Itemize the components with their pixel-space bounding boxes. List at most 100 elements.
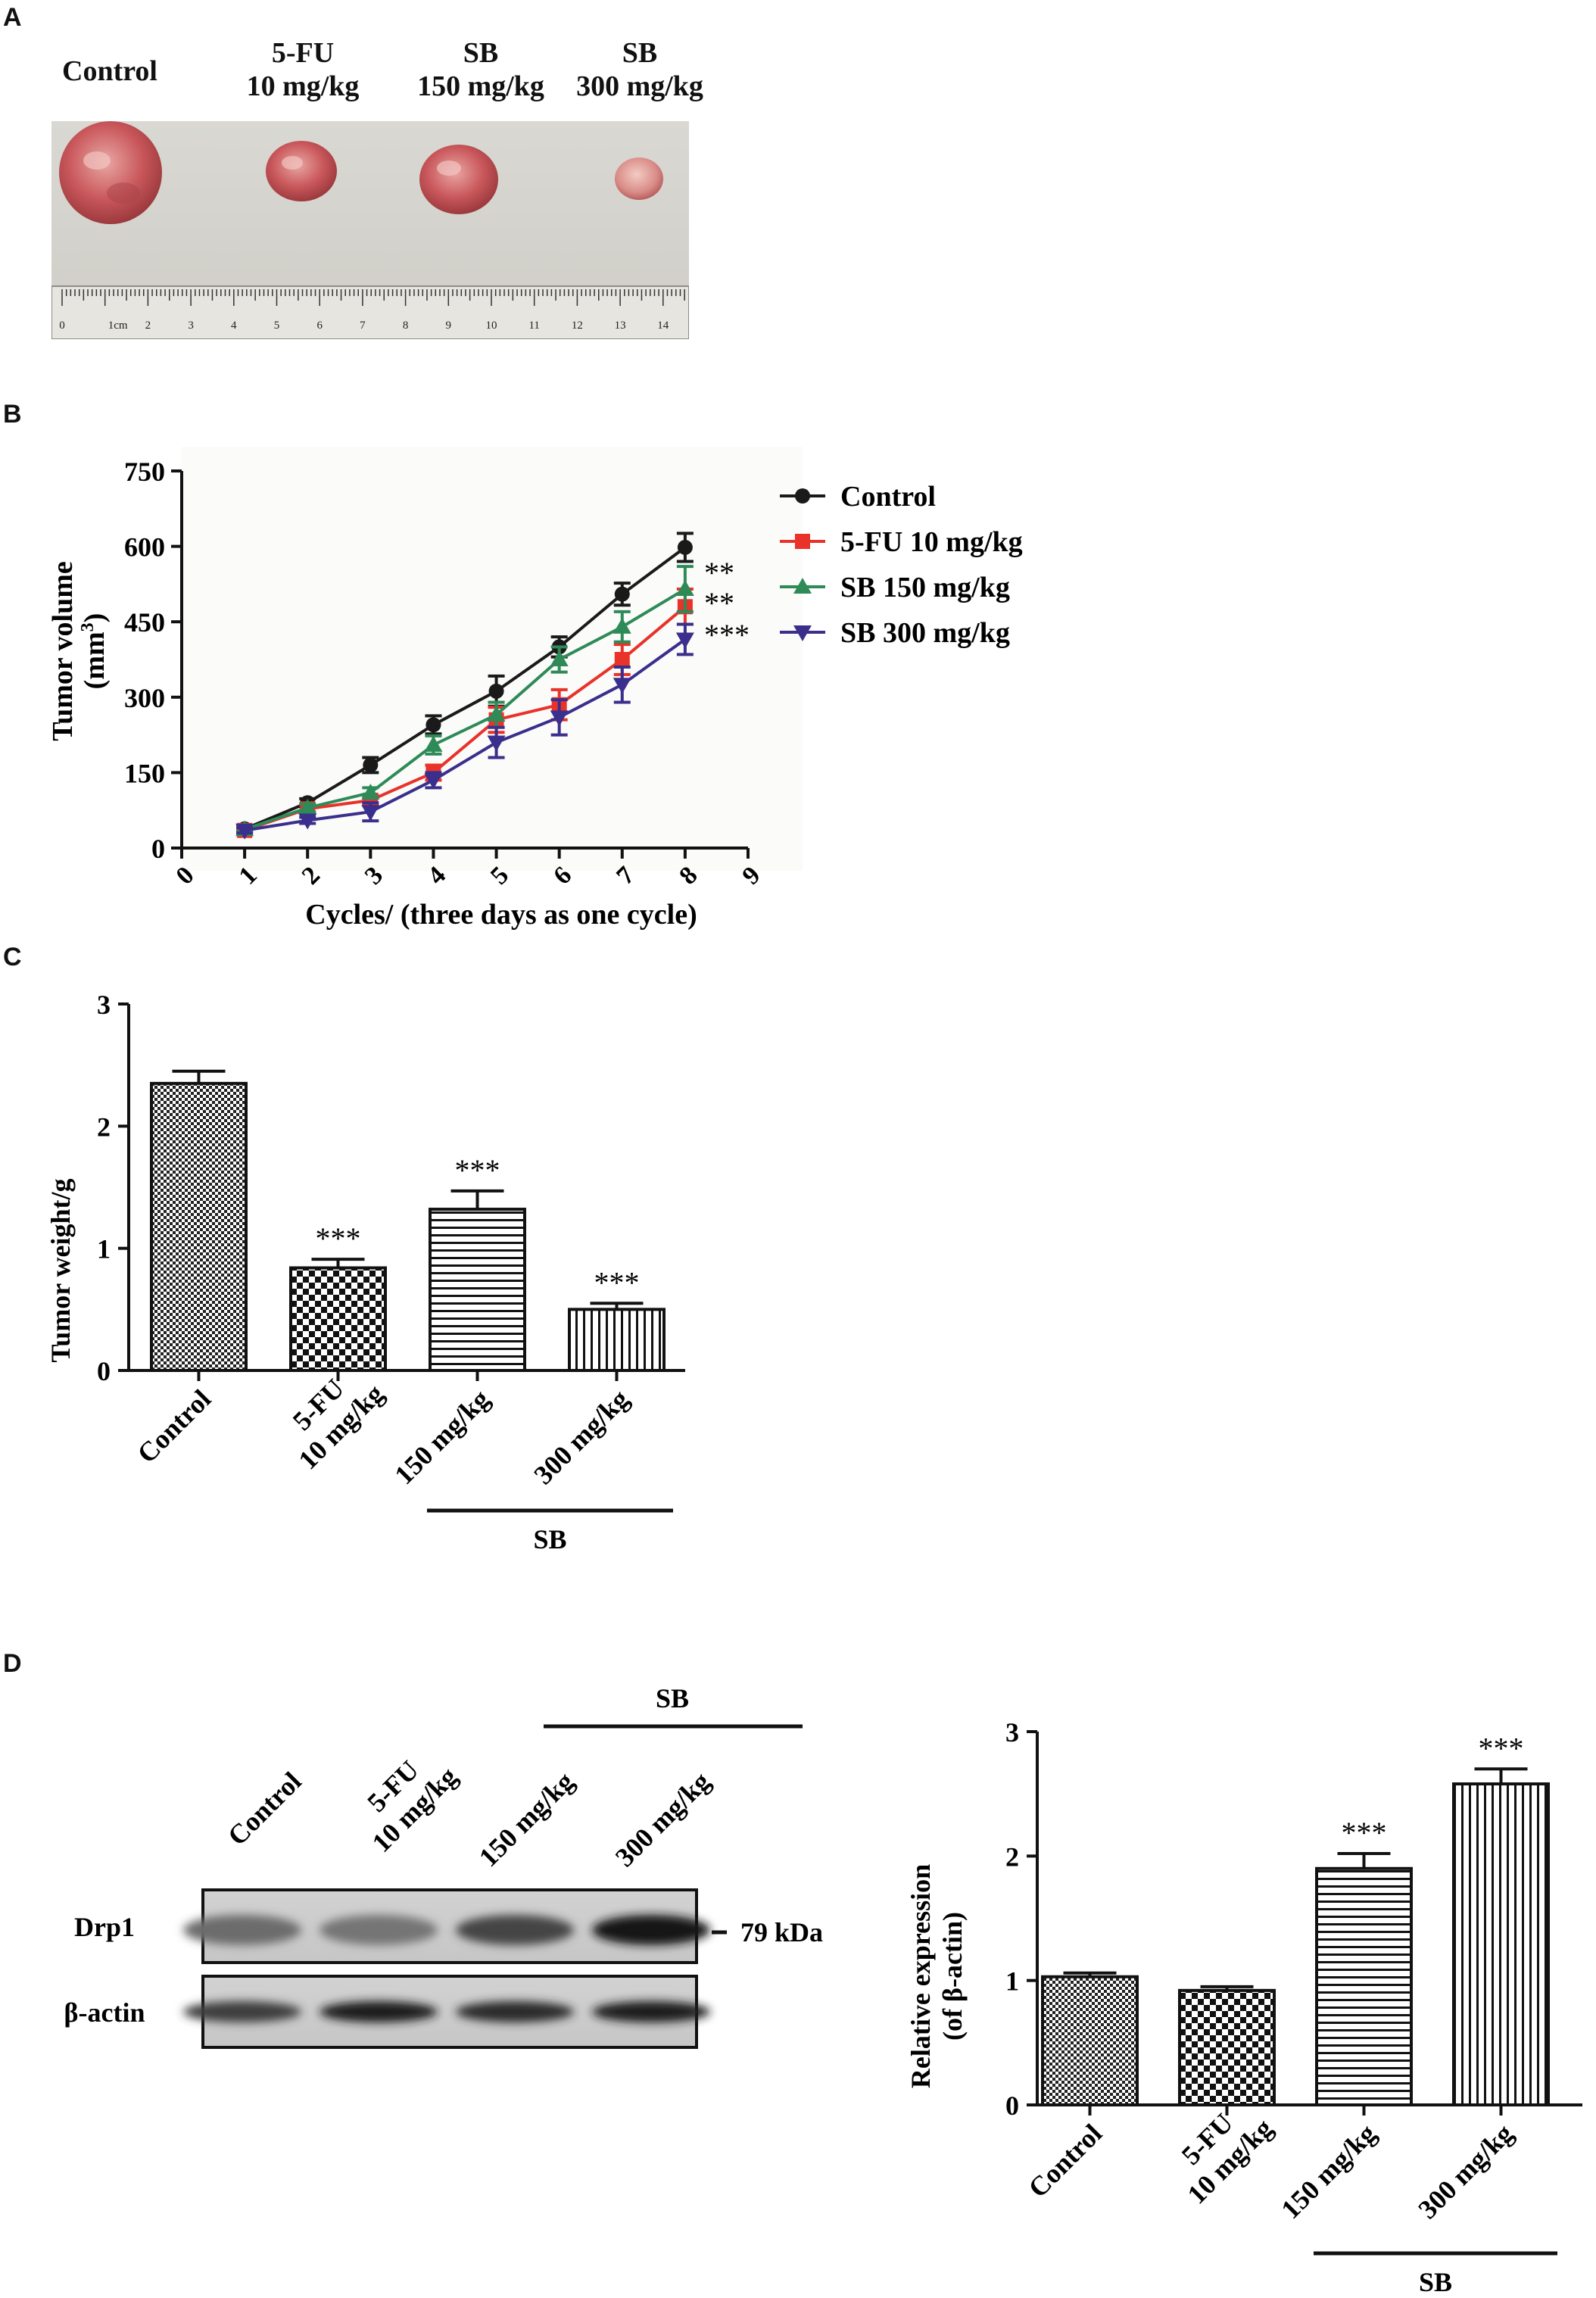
y-axis-label: Tumor weight/g: [45, 1178, 76, 1362]
y-axis-label-sup: 3: [78, 622, 98, 631]
series-line: [244, 605, 687, 832]
y-tick-label: 1: [1005, 1966, 1019, 1997]
group-header-line1: SB: [622, 37, 658, 69]
sb-group-label: SB: [533, 1524, 566, 1554]
bar: [568, 1308, 666, 1373]
data-point: [614, 652, 630, 667]
data-point: [298, 813, 317, 830]
y-axis-label-line1: Relative expression: [906, 1864, 936, 2088]
x-axis-label: Cycles/ (three days as one cycle): [305, 899, 697, 931]
data-point: [613, 678, 631, 694]
data-point: [550, 650, 569, 666]
x-tick-label-line1: 300 mg/kg: [1412, 2118, 1519, 2225]
ruler-label: 13: [615, 320, 626, 332]
tumor-weight-chart: 0 1 2 3 Control *** 5-FU10 mg/kg *** 150 mg/kg **…: [45, 990, 685, 1554]
ruler-label: 2: [145, 320, 151, 332]
data-point: [677, 539, 693, 555]
tumor-photo: 0 1cm 2 3 4 5 6 7 8 9 10 11 12 13 14: [51, 121, 690, 340]
tumor-photo-svg: 0 1cm 2 3 4 5 6 7 8 9 10 11 12 13 14: [51, 121, 690, 340]
ruler-label: 6: [316, 320, 323, 332]
ruler-label: 9: [446, 320, 452, 332]
group-header-sb150: SB 150 mg/kg: [401, 36, 560, 103]
group-header-line2: 10 mg/kg: [246, 70, 360, 102]
data-point: [487, 735, 506, 752]
y-tick-label: 1: [97, 1234, 111, 1264]
legend-marker: [795, 488, 810, 504]
y-axis-label-line2: (of β-actin): [937, 1912, 968, 2041]
relative-expression-chart: 0 1 2 3 Control 5-FU10 mg/kg *** 150 mg/kg *** 30…: [906, 1717, 1582, 2297]
y-tick-label: 450: [124, 607, 165, 638]
ruler-label: 7: [360, 320, 366, 332]
bar: [289, 1266, 387, 1373]
data-point: [675, 632, 694, 649]
blot-band: [183, 2001, 301, 2022]
lane-label: Control: [222, 1766, 307, 1851]
y-axis-label-line1: Tumor volume: [47, 561, 79, 741]
x-tick-label: 5-FU10 mg/kg: [1159, 2091, 1279, 2210]
western-blot: SB Control 5-FU10 mg/kg 150 mg/kg 300 mg/kg…: [64, 1683, 823, 2049]
data-point: [487, 706, 506, 722]
group-header-line1: SB: [463, 37, 499, 69]
ruler-label: 1cm: [108, 320, 128, 332]
group-header-sb300: SB 300 mg/kg: [560, 36, 719, 103]
blot-band: [183, 1915, 301, 1945]
bar: [1178, 1988, 1276, 2106]
group-header-control: Control: [45, 55, 174, 88]
y-tick-label: 150: [124, 758, 165, 788]
ruler-label: 14: [657, 320, 669, 332]
lane-label-line1: 300 mg/kg: [609, 1766, 716, 1872]
data-point: [550, 710, 569, 727]
series-3: ***: [235, 618, 750, 840]
sb-group-label: SB: [656, 1683, 689, 1713]
blot-band: [592, 2001, 710, 2022]
legend-marker: [793, 625, 812, 641]
y-tick-label: 3: [1005, 1717, 1019, 1748]
x-tick-label: Control: [131, 1383, 217, 1469]
x-tick-label: 150 mg/kg: [388, 1383, 495, 1490]
ruler-label: 5: [274, 320, 280, 332]
data-point: [614, 586, 630, 602]
y-tick-label: 2: [97, 1112, 111, 1142]
panel-letter-a: A: [3, 3, 22, 32]
legend-marker: [795, 534, 810, 549]
group-header-5fu: 5-FU 10 mg/kg: [235, 36, 371, 103]
blot-band: [592, 1915, 710, 1945]
blot-row-label: Drp1: [74, 1912, 135, 1942]
ruler-label: 0: [59, 320, 65, 332]
tumor-5fu: [266, 141, 337, 201]
x-tick-label-line1: 300 mg/kg: [528, 1383, 634, 1490]
data-point: [235, 823, 254, 840]
y-tick-label: 3: [97, 990, 111, 1020]
x-tick-label-line1: 150 mg/kg: [1275, 2118, 1382, 2225]
lane-label: 300 mg/kg: [609, 1766, 716, 1872]
blot-row-label: β-actin: [64, 1997, 145, 2028]
ruler-label: 11: [528, 320, 539, 332]
data-point: [363, 757, 379, 773]
lane-label-line1: Control: [222, 1766, 307, 1851]
significance-label: **: [704, 556, 734, 590]
y-axis-label-close: ): [79, 613, 111, 623]
data-point: [675, 580, 694, 597]
ruler-label: 8: [403, 320, 409, 332]
plot-area: [182, 447, 803, 871]
data-point: [424, 773, 443, 790]
data-point: [424, 735, 443, 752]
y-tick-label: 750: [124, 457, 165, 487]
data-point: [298, 798, 317, 815]
significance-label: ***: [1342, 1816, 1387, 1850]
blot-band: [320, 1915, 438, 1945]
data-point: [361, 783, 380, 800]
y-tick-label: 2: [1005, 1841, 1019, 1872]
bar: [1315, 1866, 1413, 2106]
data-point: [613, 617, 631, 634]
tumor-sb300: [615, 157, 663, 200]
panel-letter-d: D: [3, 1649, 22, 1678]
legend-marker: [793, 578, 812, 594]
tumor-sb150: [419, 145, 498, 214]
significance-label: ***: [1479, 1731, 1524, 1765]
data-point: [361, 805, 380, 822]
lane-label: 5-FU10 mg/kg: [344, 1738, 463, 1858]
group-header-line1: 5-FU: [271, 37, 335, 69]
molecular-weight-marker: 79 kDa: [740, 1917, 823, 1947]
lane-label-line1: 150 mg/kg: [473, 1766, 580, 1872]
